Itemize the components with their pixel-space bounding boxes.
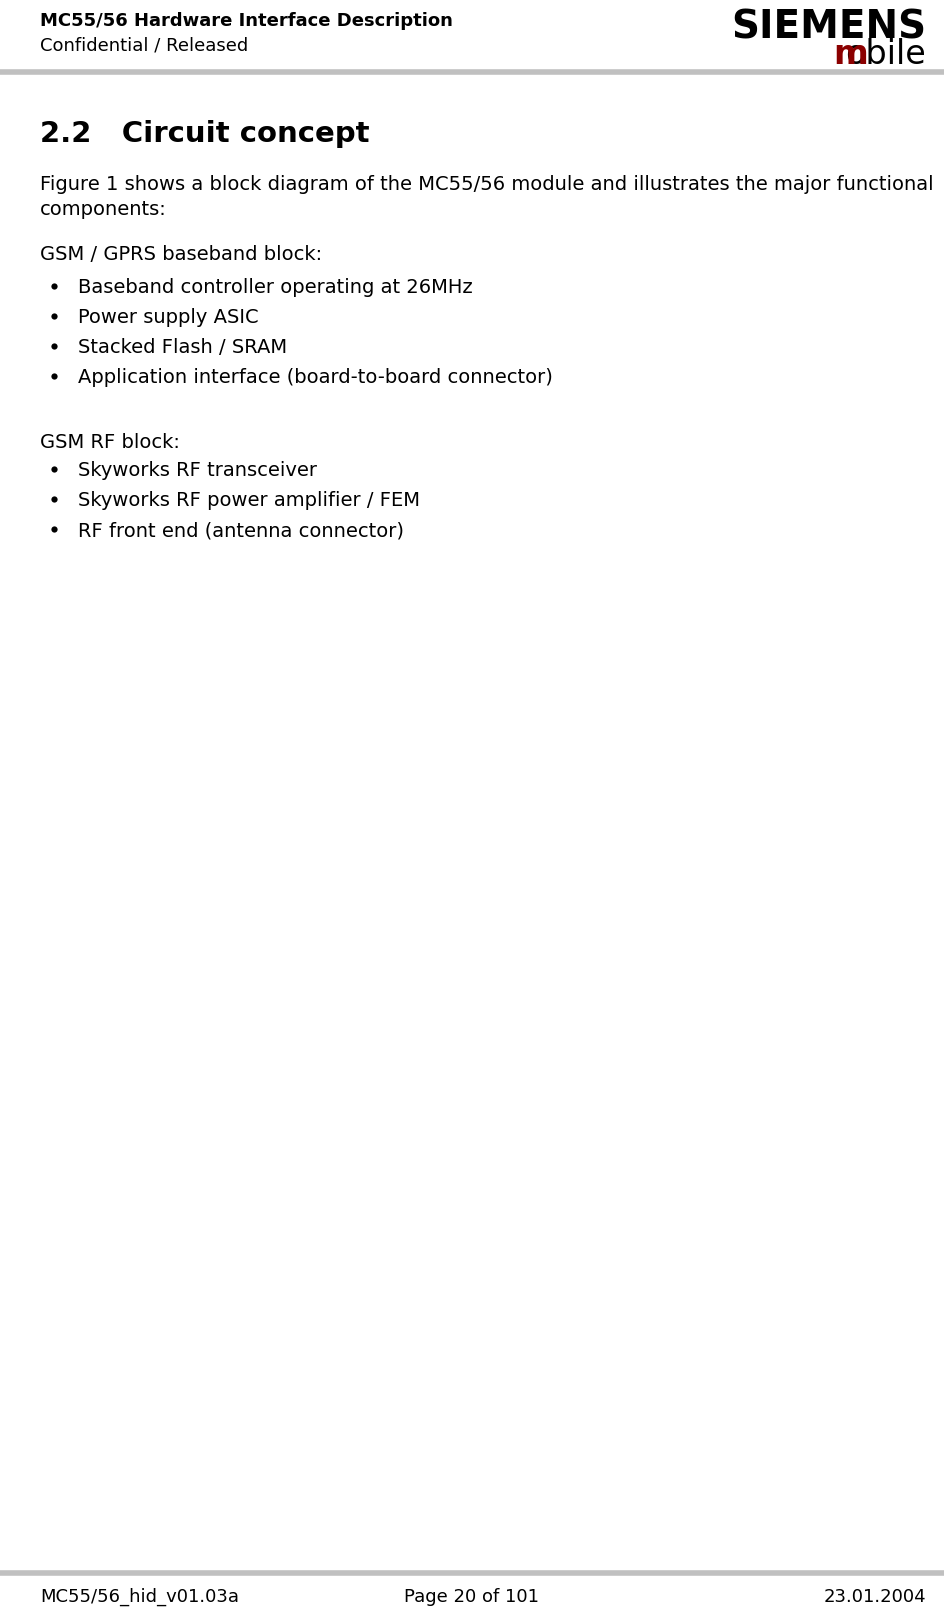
Text: RF front end (antenna connector): RF front end (antenna connector) — [78, 521, 404, 540]
Text: SIEMENS: SIEMENS — [731, 8, 926, 45]
Text: 2.2   Circuit concept: 2.2 Circuit concept — [40, 120, 369, 147]
Text: MC55/56_hid_v01.03a: MC55/56_hid_v01.03a — [40, 1587, 239, 1607]
Text: Skyworks RF transceiver: Skyworks RF transceiver — [78, 461, 317, 481]
Text: GSM / GPRS baseband block:: GSM / GPRS baseband block: — [40, 244, 322, 264]
Text: Application interface (board-to-board connector): Application interface (board-to-board co… — [78, 367, 553, 387]
Text: Power supply ASIC: Power supply ASIC — [78, 307, 259, 327]
Text: Page 20 of 101: Page 20 of 101 — [404, 1587, 540, 1607]
Text: 23.01.2004: 23.01.2004 — [823, 1587, 926, 1607]
Text: MC55/56 Hardware Interface Description: MC55/56 Hardware Interface Description — [40, 11, 453, 31]
Text: components:: components: — [40, 201, 167, 218]
Text: GSM RF block:: GSM RF block: — [40, 434, 180, 451]
Text: Skyworks RF power amplifier / FEM: Skyworks RF power amplifier / FEM — [78, 490, 420, 510]
Text: obile: obile — [845, 37, 926, 71]
Text: Confidential / Released: Confidential / Released — [40, 36, 248, 53]
Text: Baseband controller operating at 26MHz: Baseband controller operating at 26MHz — [78, 278, 473, 298]
Text: m: m — [834, 37, 868, 71]
Text: Stacked Flash / SRAM: Stacked Flash / SRAM — [78, 338, 287, 358]
Text: Figure 1 shows a block diagram of the MC55/56 module and illustrates the major f: Figure 1 shows a block diagram of the MC… — [40, 175, 934, 194]
